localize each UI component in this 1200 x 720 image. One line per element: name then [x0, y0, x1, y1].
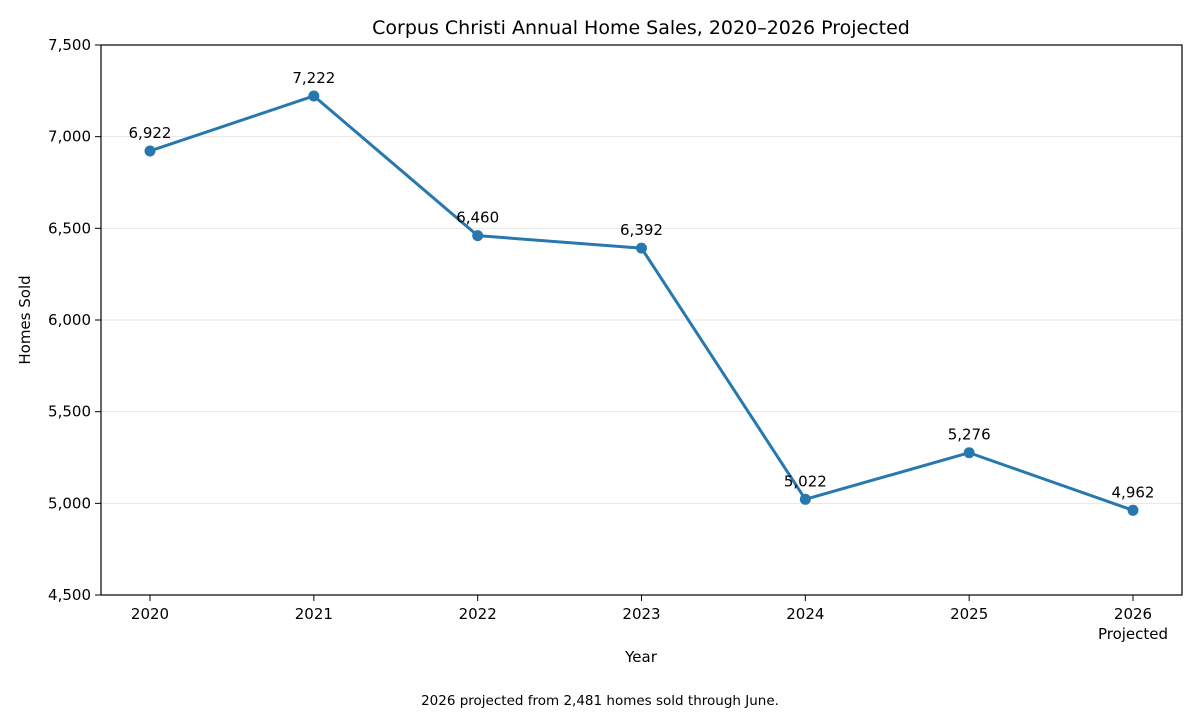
series-line [148, 94, 1135, 512]
data-label: 7,222 [292, 69, 335, 87]
chart-footnote: 2026 projected from 2,481 homes sold thr… [421, 693, 779, 709]
y-tick-label: 7,500 [48, 36, 91, 54]
data-point [636, 242, 647, 254]
data-label: 4,962 [1112, 483, 1155, 501]
y-tick-label: 5,500 [48, 403, 91, 421]
data-point [308, 90, 320, 102]
x-tick-label: 2024 [786, 605, 824, 623]
data-label: 6,392 [620, 221, 663, 239]
data-point [144, 145, 156, 157]
series-homes-sold [144, 90, 1139, 516]
data-point [472, 230, 484, 242]
data-labels: 6,922 7,222 6,460 6,392 5,022 5,276 4,962 [129, 69, 1155, 501]
data-point [1127, 504, 1139, 516]
y-tick-label: 5,000 [48, 494, 91, 512]
data-label: 6,460 [456, 209, 499, 227]
y-axis-ticks: 4,500 5,000 5,500 6,000 6,500 7,000 7,500 [48, 36, 101, 604]
x-tick-label: 2020 [131, 605, 169, 623]
data-point [799, 493, 811, 505]
y-tick-label: 4,500 [48, 586, 91, 604]
x-tick-label: 2021 [295, 605, 333, 623]
x-axis-label: Year [624, 648, 658, 666]
y-axis-label: Homes Sold [16, 275, 34, 364]
data-label: 5,276 [948, 426, 991, 444]
x-tick-label: 2026 [1114, 605, 1152, 623]
gridlines [101, 136, 1182, 504]
data-label: 5,022 [784, 472, 827, 490]
x-tick-sublabel: Projected [1098, 625, 1168, 643]
y-tick-label: 6,500 [48, 219, 91, 237]
y-tick-label: 7,000 [48, 128, 91, 146]
x-tick-label: 2025 [950, 605, 988, 623]
x-tick-label: 2023 [622, 605, 660, 623]
data-point [963, 447, 975, 459]
x-tick-label: 2022 [459, 605, 497, 623]
x-axis-ticks: 2020 2021 2022 2023 2024 2025 2026 Projected [131, 595, 1168, 643]
data-label: 6,922 [129, 124, 172, 142]
y-tick-label: 6,000 [48, 311, 91, 329]
chart-title: Corpus Christi Annual Home Sales, 2020–2… [372, 17, 910, 39]
